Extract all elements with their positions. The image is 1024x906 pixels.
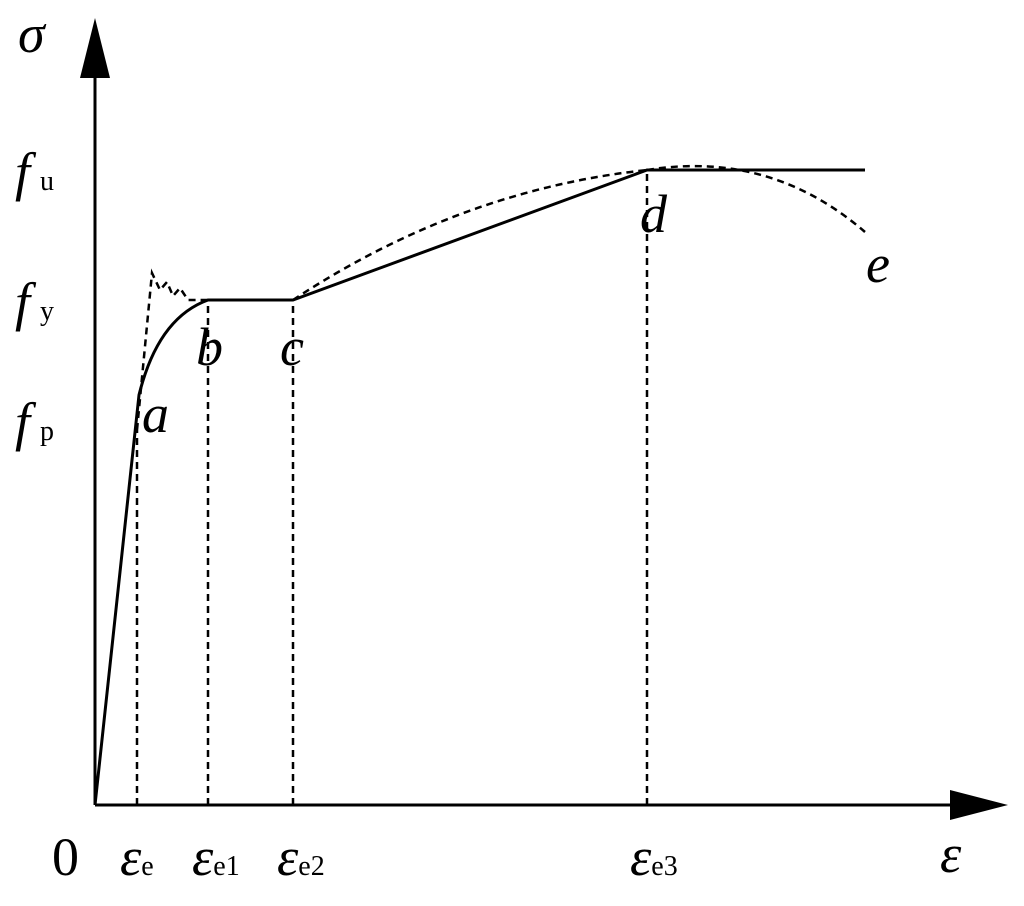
point-label: c — [280, 317, 304, 377]
actual-curve-necking — [646, 164, 866, 233]
point-label: a — [142, 384, 169, 444]
x-axis-label: ε — [940, 824, 962, 884]
point-label: b — [196, 317, 223, 377]
x-mark-label: εe3 — [630, 827, 678, 887]
point-label: e — [866, 234, 890, 294]
x-axis-arrow — [950, 790, 1008, 820]
x-mark-label: εe1 — [192, 827, 240, 887]
x-mark-label: εe — [120, 827, 154, 887]
point-label: d — [640, 184, 668, 244]
ideal-curve — [93, 168, 865, 806]
actual-curve-hardening — [292, 168, 648, 302]
origin-label: 0 — [52, 827, 79, 887]
y-axis-label: σ — [18, 4, 47, 64]
y-axis-arrow — [80, 18, 110, 78]
x-mark-label: εe2 — [277, 827, 325, 887]
actual-curve-yield — [135, 268, 208, 431]
